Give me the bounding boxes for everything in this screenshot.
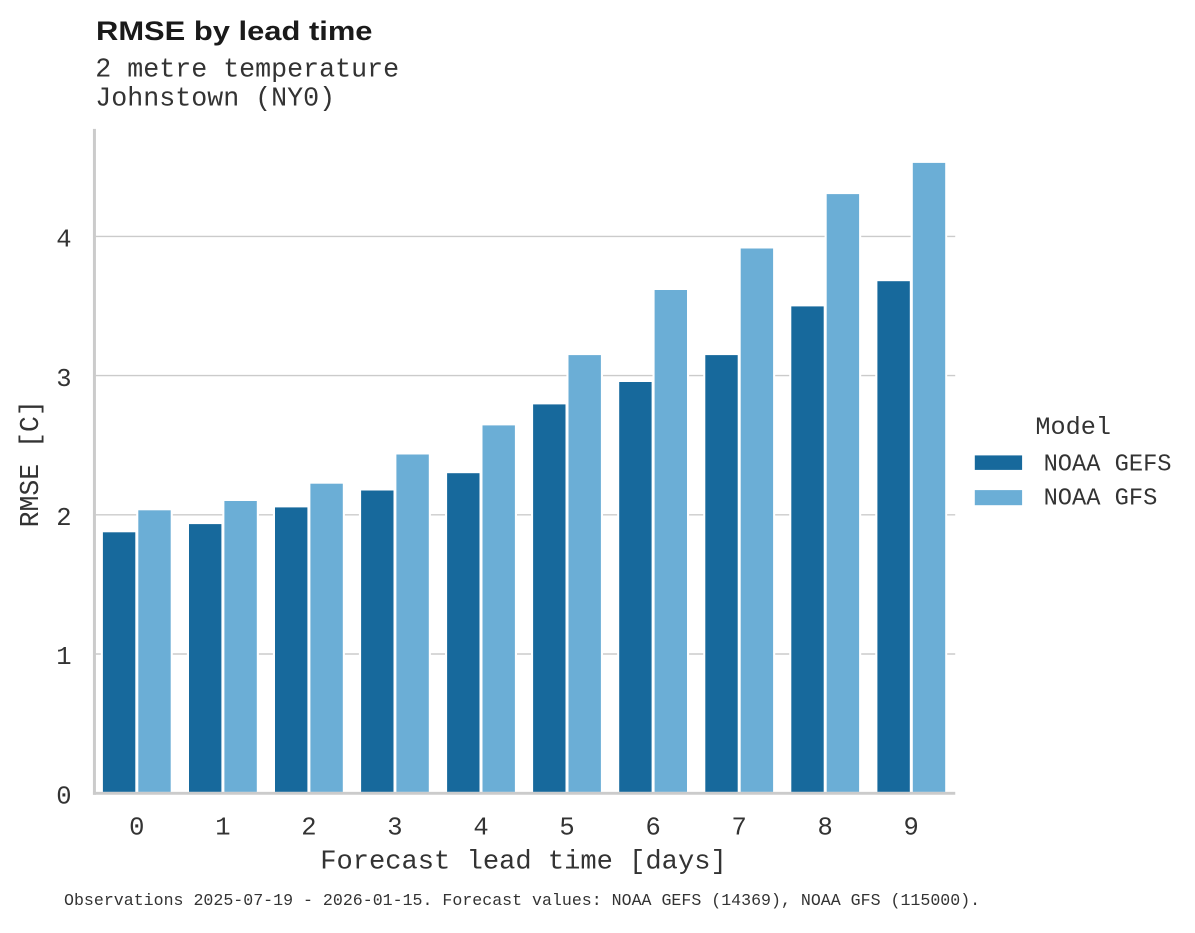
svg-text:3: 3 [387,814,402,843]
svg-text:8: 8 [818,814,833,843]
svg-text:NOAA GFS: NOAA GFS [1044,485,1158,512]
svg-text:1: 1 [215,814,230,843]
svg-text:0: 0 [129,814,144,843]
svg-text:0: 0 [56,782,71,811]
svg-text:Model: Model [1035,413,1111,442]
svg-text:4: 4 [473,814,488,843]
svg-text:2: 2 [301,814,316,843]
svg-text:Observations 2025-07-19 - 2026: Observations 2025-07-19 - 2026-01-15. Fo… [64,891,980,910]
svg-text:9: 9 [904,814,919,843]
svg-text:1: 1 [56,643,71,672]
svg-text:Forecast lead time [days]: Forecast lead time [days] [320,846,726,877]
svg-text:2 metre temperature: 2 metre temperature [95,55,399,85]
svg-text:4: 4 [56,226,71,255]
svg-text:6: 6 [645,814,660,843]
svg-text:Johnstown (NY0): Johnstown (NY0) [95,84,335,114]
svg-text:RMSE [C]: RMSE [C] [16,400,46,527]
svg-text:7: 7 [732,814,747,843]
svg-text:NOAA GEFS: NOAA GEFS [1044,451,1172,478]
svg-text:2: 2 [56,504,71,533]
svg-text:3: 3 [56,365,71,394]
svg-text:5: 5 [559,814,574,843]
svg-text:RMSE by lead time: RMSE by lead time [96,16,373,46]
